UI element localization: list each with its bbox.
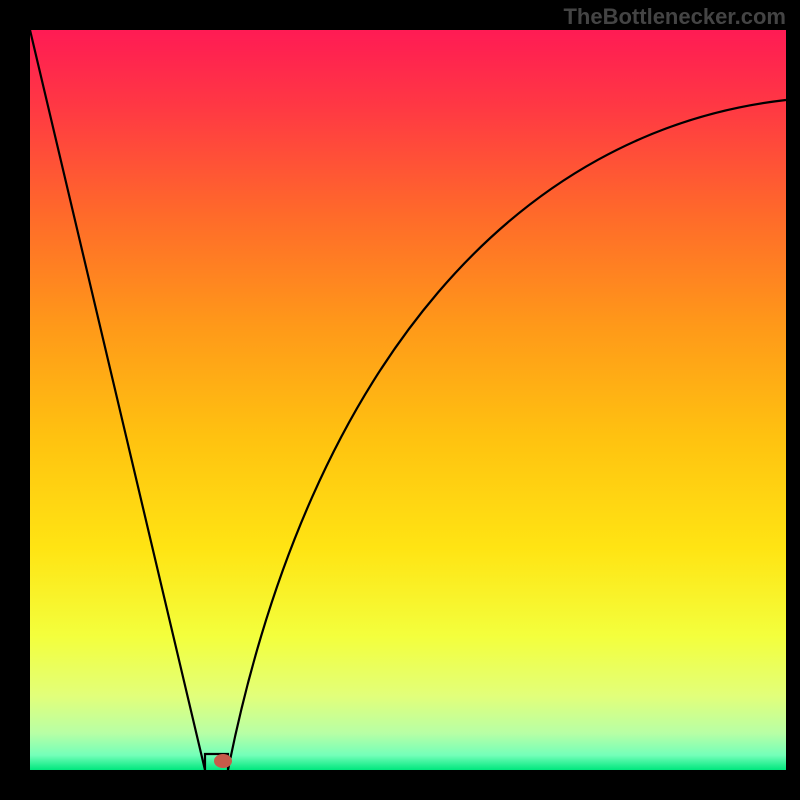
optimal-point-marker (214, 754, 232, 768)
chart-frame: TheBottlenecker.com (0, 0, 800, 800)
curve-layer (0, 0, 800, 800)
watermark-text: TheBottlenecker.com (563, 4, 786, 30)
bottleneck-curve (30, 30, 786, 770)
